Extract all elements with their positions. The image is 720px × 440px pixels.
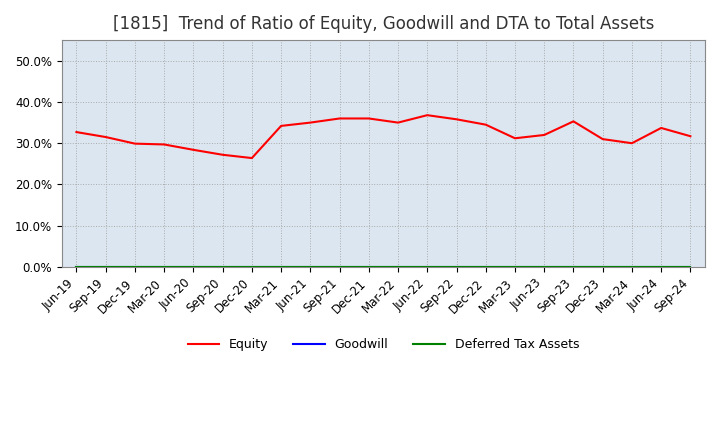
Goodwill [72,264,81,270]
Deferred Tax Assets [248,264,256,270]
Deferred Tax Assets [423,264,431,270]
Goodwill [482,264,490,270]
Goodwill [452,264,461,270]
Goodwill [336,264,344,270]
Deferred Tax Assets [482,264,490,270]
Equity [130,141,139,146]
Goodwill [686,264,695,270]
Deferred Tax Assets [336,264,344,270]
Deferred Tax Assets [569,264,577,270]
Equity [102,134,110,139]
Goodwill [423,264,431,270]
Goodwill [102,264,110,270]
Goodwill [364,264,373,270]
Deferred Tax Assets [218,264,227,270]
Deferred Tax Assets [306,264,315,270]
Goodwill [189,264,198,270]
Deferred Tax Assets [628,264,636,270]
Equity [598,136,607,142]
Equity [276,123,285,128]
Goodwill [540,264,549,270]
Deferred Tax Assets [102,264,110,270]
Deferred Tax Assets [276,264,285,270]
Equity [364,116,373,121]
Goodwill [130,264,139,270]
Deferred Tax Assets [510,264,519,270]
Deferred Tax Assets [364,264,373,270]
Equity [189,147,198,153]
Deferred Tax Assets [72,264,81,270]
Equity [423,113,431,118]
Equity [569,119,577,124]
Deferred Tax Assets [540,264,549,270]
Goodwill [569,264,577,270]
Deferred Tax Assets [189,264,198,270]
Equity [657,125,665,131]
Equity [160,142,168,147]
Deferred Tax Assets [598,264,607,270]
Equity [686,134,695,139]
Equity [540,132,549,138]
Goodwill [218,264,227,270]
Equity [336,116,344,121]
Equity [394,120,402,125]
Deferred Tax Assets [394,264,402,270]
Goodwill [657,264,665,270]
Title: [1815]  Trend of Ratio of Equity, Goodwill and DTA to Total Assets: [1815] Trend of Ratio of Equity, Goodwil… [113,15,654,33]
Deferred Tax Assets [657,264,665,270]
Deferred Tax Assets [686,264,695,270]
Goodwill [628,264,636,270]
Goodwill [276,264,285,270]
Deferred Tax Assets [452,264,461,270]
Deferred Tax Assets [130,264,139,270]
Legend: Equity, Goodwill, Deferred Tax Assets: Equity, Goodwill, Deferred Tax Assets [183,333,584,356]
Equity [452,117,461,122]
Goodwill [306,264,315,270]
Goodwill [248,264,256,270]
Goodwill [598,264,607,270]
Deferred Tax Assets [160,264,168,270]
Line: Equity: Equity [76,115,690,158]
Equity [628,141,636,146]
Equity [482,122,490,127]
Equity [218,152,227,158]
Equity [306,120,315,125]
Goodwill [394,264,402,270]
Equity [248,155,256,161]
Equity [510,136,519,141]
Equity [72,129,81,135]
Goodwill [510,264,519,270]
Goodwill [160,264,168,270]
